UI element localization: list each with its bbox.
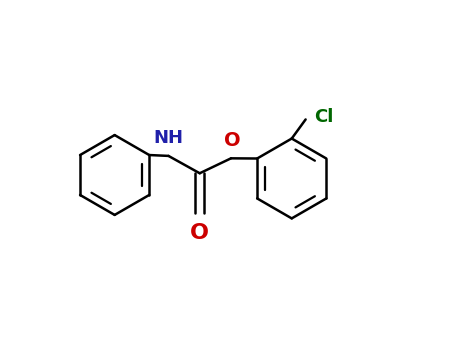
Text: Cl: Cl (314, 108, 334, 126)
Text: O: O (224, 131, 241, 150)
Text: O: O (190, 223, 209, 243)
Text: NH: NH (153, 129, 183, 147)
